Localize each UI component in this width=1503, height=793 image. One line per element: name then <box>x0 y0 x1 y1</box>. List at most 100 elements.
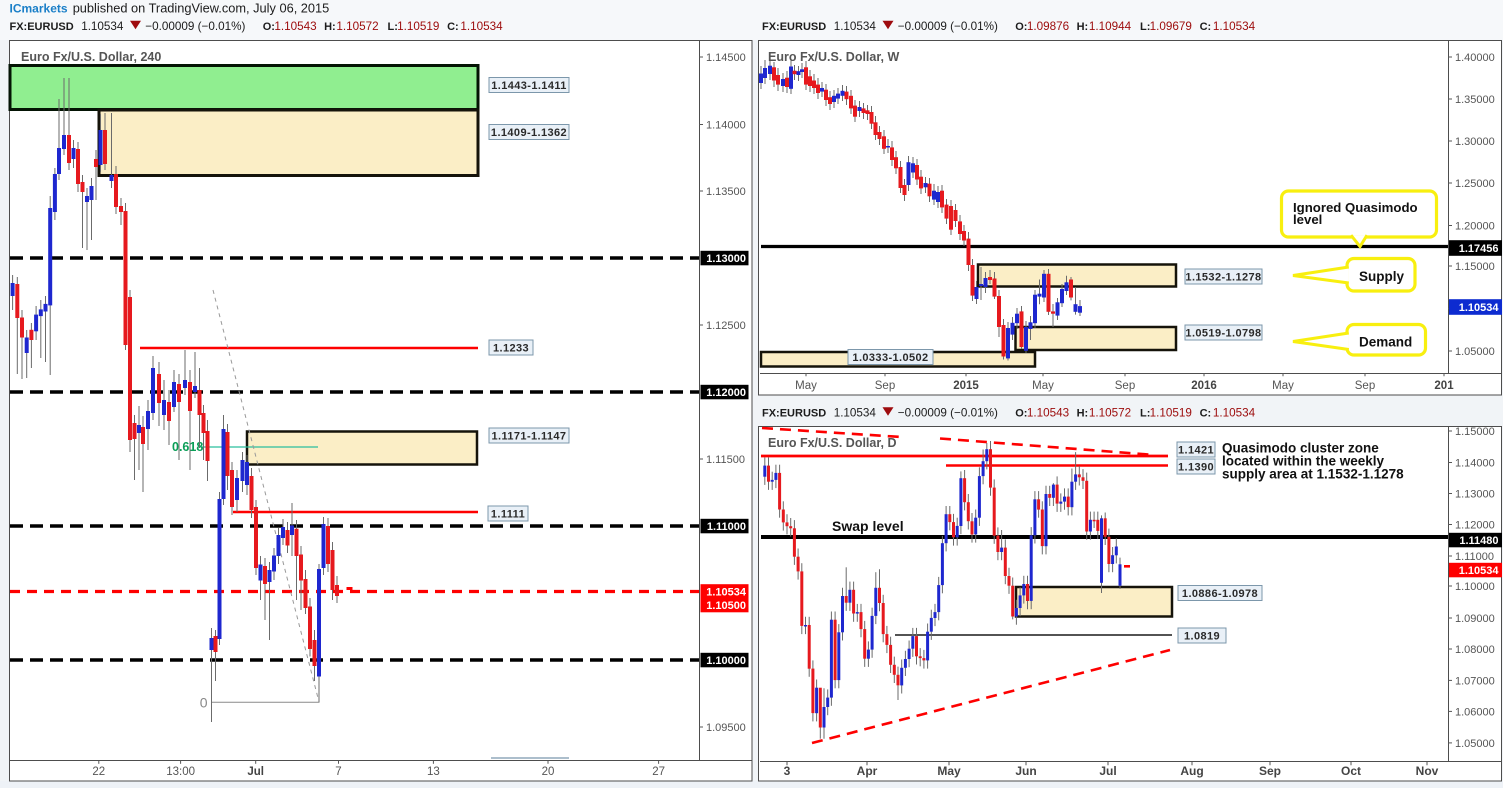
svg-text:O:: O: <box>263 21 275 33</box>
svg-text:1.07000: 1.07000 <box>1455 675 1495 687</box>
svg-text:1.1390: 1.1390 <box>1178 462 1214 474</box>
svg-text:Sep: Sep <box>875 380 895 392</box>
svg-text:FX:EURUSD: FX:EURUSD <box>762 21 826 33</box>
svg-text:C:: C: <box>1200 408 1212 420</box>
svg-text:H:: H: <box>1077 408 1089 420</box>
svg-text:1.10534: 1.10534 <box>1459 565 1500 577</box>
svg-text:1.10534: 1.10534 <box>1213 20 1256 33</box>
svg-text:1.09679: 1.09679 <box>1150 20 1192 33</box>
svg-text:Euro Fx/U.S. Dollar, 240: Euro Fx/U.S. Dollar, 240 <box>21 50 161 64</box>
svg-text:1.15000: 1.15000 <box>1455 261 1495 273</box>
svg-text:1.12500: 1.12500 <box>706 320 746 332</box>
svg-text:H:: H: <box>1077 21 1089 33</box>
svg-text:27: 27 <box>652 766 665 778</box>
svg-text:1.09876: 1.09876 <box>1027 20 1069 33</box>
svg-text:1.11500: 1.11500 <box>706 454 745 466</box>
svg-text:1.10944: 1.10944 <box>1089 20 1132 33</box>
svg-text:Demand: Demand <box>1359 335 1412 350</box>
svg-text:−0.00009 (−0.01%): −0.00009 (−0.01%) <box>898 407 998 420</box>
svg-text:Euro Fx/U.S. Dollar, D: Euro Fx/U.S. Dollar, D <box>768 436 897 450</box>
svg-text:Nov: Nov <box>1416 764 1439 778</box>
svg-text:1.11000: 1.11000 <box>707 521 746 533</box>
svg-text:1.30000: 1.30000 <box>1455 136 1495 148</box>
svg-text:O:: O: <box>1015 408 1027 420</box>
svg-text:1.05000: 1.05000 <box>1455 346 1495 358</box>
svg-text:supply area at 1.1532-1.1278: supply area at 1.1532-1.1278 <box>1222 467 1404 482</box>
svg-text:1.0519-1.0798: 1.0519-1.0798 <box>1185 328 1261 340</box>
svg-text:1.13000: 1.13000 <box>706 253 746 265</box>
svg-text:1.10543: 1.10543 <box>274 20 316 33</box>
svg-text:Ignored Quasimodo: Ignored Quasimodo <box>1293 200 1418 215</box>
svg-text:C:: C: <box>447 21 459 33</box>
svg-text:located within the weekly: located within the weekly <box>1222 454 1385 469</box>
svg-text:1.06000: 1.06000 <box>1455 706 1495 718</box>
svg-text:1.14000: 1.14000 <box>1455 458 1495 470</box>
svg-text:22: 22 <box>92 766 105 778</box>
svg-text:1.10000: 1.10000 <box>706 655 746 667</box>
svg-text:Sep: Sep <box>1115 380 1135 392</box>
svg-text:Jul: Jul <box>1099 764 1116 778</box>
svg-text:Aug: Aug <box>1180 764 1203 778</box>
svg-text:1.10543: 1.10543 <box>1027 407 1069 420</box>
svg-text:1.10500: 1.10500 <box>706 600 746 612</box>
svg-text:0.618: 0.618 <box>172 440 203 454</box>
svg-text:May: May <box>795 380 817 392</box>
svg-text:1.11000: 1.11000 <box>1455 551 1494 563</box>
svg-text:L:: L: <box>388 21 398 33</box>
svg-text:1.10534: 1.10534 <box>1459 302 1500 314</box>
svg-text:1.0819: 1.0819 <box>1184 631 1220 643</box>
svg-text:Apr: Apr <box>857 764 878 778</box>
svg-text:1.10519: 1.10519 <box>1150 407 1192 420</box>
svg-text:H:: H: <box>324 21 336 33</box>
svg-text:May: May <box>1272 380 1294 392</box>
svg-text:Jun: Jun <box>1015 764 1036 778</box>
svg-text:1.10572: 1.10572 <box>336 20 378 33</box>
svg-text:1.11480: 1.11480 <box>1459 535 1498 547</box>
svg-text:FX:EURUSD: FX:EURUSD <box>10 21 74 33</box>
svg-text:1.0333-1.0502: 1.0333-1.0502 <box>852 352 928 364</box>
svg-text:1.1233: 1.1233 <box>493 343 529 355</box>
svg-text:1.13000: 1.13000 <box>1455 489 1495 501</box>
svg-text:13: 13 <box>427 766 440 778</box>
svg-text:1.08000: 1.08000 <box>1455 644 1495 656</box>
svg-text:L:: L: <box>1140 408 1150 420</box>
svg-text:1.1532-1.1278: 1.1532-1.1278 <box>1185 272 1261 284</box>
svg-text:2015: 2015 <box>953 380 979 392</box>
svg-text:Quasimodo cluster zone: Quasimodo cluster zone <box>1222 441 1379 456</box>
svg-text:1.10534: 1.10534 <box>460 20 503 33</box>
svg-text:1.1443-1.1411: 1.1443-1.1411 <box>491 80 567 92</box>
svg-text:1.10534: 1.10534 <box>834 407 877 420</box>
svg-text:1.10572: 1.10572 <box>1089 407 1131 420</box>
svg-text:1.13500: 1.13500 <box>706 186 746 198</box>
svg-text:1.09000: 1.09000 <box>1455 613 1495 625</box>
svg-text:May: May <box>937 764 961 778</box>
svg-text:L:: L: <box>1140 21 1150 33</box>
svg-text:1.09500: 1.09500 <box>706 722 746 734</box>
svg-text:1.12000: 1.12000 <box>706 387 746 399</box>
svg-text:1.15000: 1.15000 <box>1455 426 1495 438</box>
svg-text:−0.00009 (−0.01%): −0.00009 (−0.01%) <box>898 20 998 33</box>
svg-text:O:: O: <box>1015 21 1027 33</box>
svg-text:20: 20 <box>542 766 555 778</box>
svg-text:0: 0 <box>200 695 208 711</box>
svg-text:201: 201 <box>1434 380 1454 392</box>
svg-text:1.40000: 1.40000 <box>1455 52 1495 64</box>
svg-text:level: level <box>1293 212 1322 227</box>
svg-text:May: May <box>1032 380 1054 392</box>
svg-text:C:: C: <box>1200 21 1212 33</box>
svg-text:Jul: Jul <box>247 766 264 778</box>
svg-text:1.1171-1.1147: 1.1171-1.1147 <box>492 431 567 443</box>
svg-text:7: 7 <box>335 766 341 778</box>
svg-text:1.17456: 1.17456 <box>1459 243 1499 255</box>
svg-text:1.1409-1.1362: 1.1409-1.1362 <box>491 127 567 139</box>
svg-text:Sep: Sep <box>1259 764 1281 778</box>
svg-text:1.10534: 1.10534 <box>834 20 877 33</box>
svg-text:1.0886-1.0978: 1.0886-1.0978 <box>1182 588 1258 600</box>
svg-text:1.35000: 1.35000 <box>1455 94 1495 106</box>
svg-text:13:00: 13:00 <box>166 766 195 778</box>
svg-text:Swap level: Swap level <box>832 518 904 534</box>
svg-text:1.10519: 1.10519 <box>397 20 439 33</box>
svg-text:1.14000: 1.14000 <box>706 120 746 132</box>
svg-text:Euro Fx/U.S. Dollar, W: Euro Fx/U.S. Dollar, W <box>768 50 899 64</box>
svg-text:−0.00009 (−0.01%): −0.00009 (−0.01%) <box>145 20 245 33</box>
